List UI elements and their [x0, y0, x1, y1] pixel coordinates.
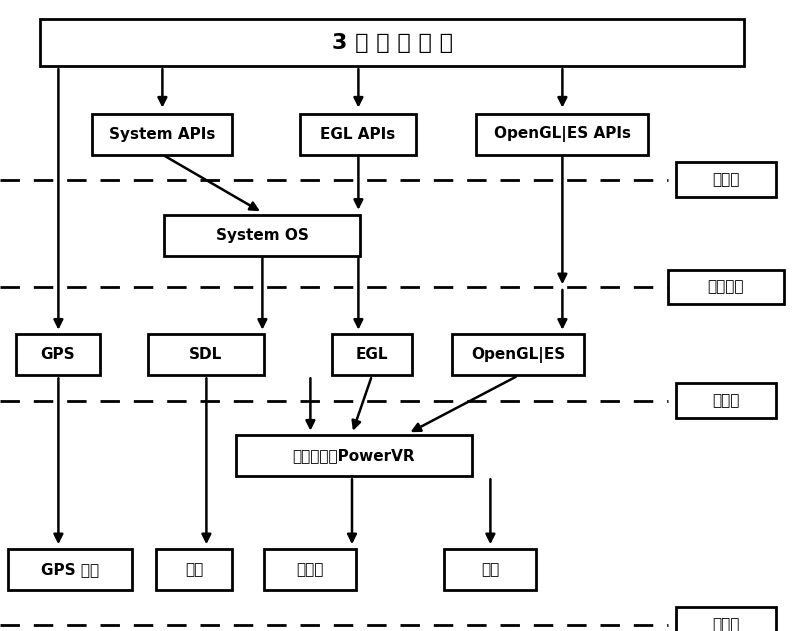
- Text: 触摸屏: 触摸屏: [296, 562, 324, 577]
- FancyBboxPatch shape: [236, 435, 472, 476]
- FancyBboxPatch shape: [300, 114, 416, 155]
- FancyBboxPatch shape: [8, 549, 132, 590]
- Text: 键鼠: 键鼠: [185, 562, 203, 577]
- Text: GPS 模块: GPS 模块: [41, 562, 99, 577]
- Text: EGL APIs: EGL APIs: [320, 127, 396, 141]
- Text: OpenGL|ES: OpenGL|ES: [471, 347, 565, 363]
- FancyBboxPatch shape: [476, 114, 648, 155]
- FancyBboxPatch shape: [148, 334, 264, 375]
- FancyBboxPatch shape: [156, 549, 232, 590]
- FancyBboxPatch shape: [332, 334, 412, 375]
- FancyBboxPatch shape: [676, 384, 776, 418]
- FancyBboxPatch shape: [452, 334, 584, 375]
- Text: System OS: System OS: [215, 228, 309, 242]
- Text: 图形处理器PowerVR: 图形处理器PowerVR: [293, 449, 415, 463]
- Text: 内存: 内存: [481, 562, 499, 577]
- Text: 硬件层: 硬件层: [712, 617, 740, 631]
- FancyBboxPatch shape: [16, 334, 100, 375]
- Text: EGL: EGL: [356, 348, 388, 362]
- Text: 3 维 场 景 渲 染: 3 维 场 景 渲 染: [331, 33, 453, 52]
- Text: 驱动层: 驱动层: [712, 393, 740, 408]
- Text: OpenGL|ES APIs: OpenGL|ES APIs: [494, 126, 630, 142]
- Text: GPS: GPS: [41, 348, 75, 362]
- FancyBboxPatch shape: [676, 607, 776, 631]
- Text: SDL: SDL: [190, 348, 222, 362]
- Text: System APIs: System APIs: [109, 127, 215, 141]
- FancyBboxPatch shape: [668, 269, 784, 304]
- FancyBboxPatch shape: [676, 162, 776, 197]
- Text: 应用层: 应用层: [712, 172, 740, 187]
- FancyBboxPatch shape: [40, 19, 744, 66]
- FancyBboxPatch shape: [264, 549, 356, 590]
- FancyBboxPatch shape: [444, 549, 536, 590]
- FancyBboxPatch shape: [164, 215, 360, 256]
- Text: 系统平台: 系统平台: [708, 280, 744, 295]
- FancyBboxPatch shape: [92, 114, 232, 155]
